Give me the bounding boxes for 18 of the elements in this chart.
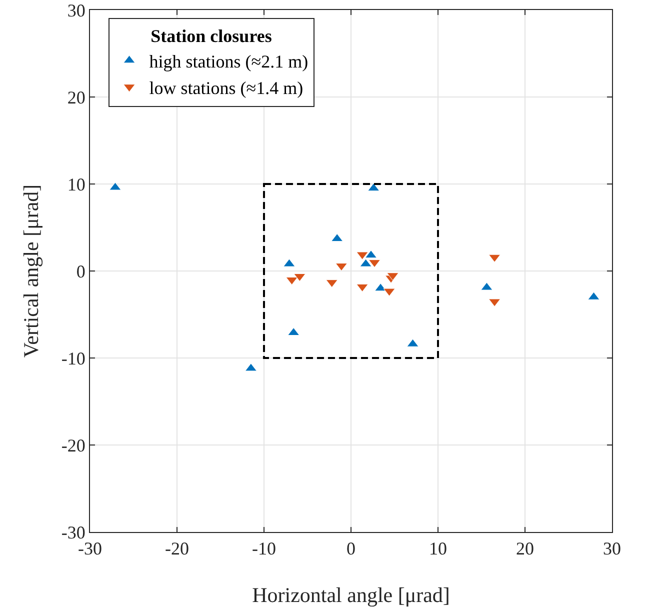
- x-axis-title: Horizontal angle [μrad]: [252, 583, 450, 607]
- y-tick-label: -10: [61, 348, 86, 368]
- legend-label: high stations (≈2.1 m): [149, 51, 308, 72]
- y-tick-label: 0: [76, 261, 86, 282]
- y-tick-label: 20: [67, 87, 86, 108]
- y-axis-title: Vertical angle [μrad]: [19, 184, 43, 358]
- x-tick-label: 30: [603, 538, 621, 559]
- x-tick-label: -20: [165, 538, 189, 559]
- x-tick-label: 0: [346, 538, 356, 559]
- x-tick-label: 20: [516, 538, 534, 559]
- legend-label: low stations (≈1.4 m): [149, 78, 304, 98]
- y-tick-label: -20: [61, 435, 86, 456]
- x-tick-label: -10: [252, 538, 276, 559]
- y-tick-label: 10: [67, 174, 86, 194]
- y-tick-label: 30: [67, 0, 86, 20]
- y-tick-label: -30: [61, 522, 86, 542]
- legend-title: Station closures: [150, 26, 272, 46]
- x-tick-label: 10: [429, 538, 447, 559]
